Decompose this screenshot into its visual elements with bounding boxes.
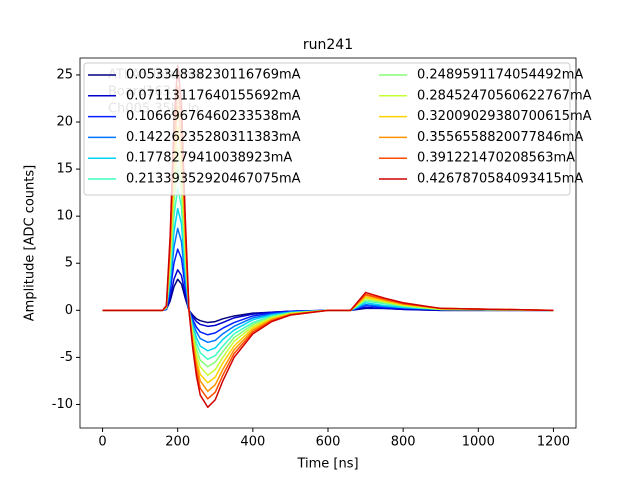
x-tick-label: 1000 — [462, 435, 495, 450]
legend-label: 0.4267870584093415mA — [417, 172, 583, 187]
y-tick-label: -10 — [52, 397, 73, 412]
axes-frame — [79, 57, 577, 429]
y-tick-label: 0 — [65, 303, 73, 318]
y-axis-label: Amplitude [ADC counts] — [23, 165, 38, 321]
legend-label: 0.14226235280311383mA — [126, 130, 301, 145]
legend-label: 0.21339352920467075mA — [126, 172, 301, 187]
legend-box — [83, 62, 571, 196]
legend-label: 0.10669676460233538mA — [126, 109, 301, 124]
chart-title: run241 — [303, 37, 353, 53]
y-tick-label: 15 — [56, 162, 73, 177]
legend-label: 0.05334838230116769mA — [126, 68, 301, 83]
legend-label: 0.32009029380700615mA — [417, 109, 592, 124]
x-tick-label: 800 — [391, 435, 416, 450]
y-tick-label: -5 — [60, 350, 73, 365]
y-tick-label: 20 — [56, 115, 73, 130]
y-tick-label: 10 — [56, 209, 73, 224]
legend-label: 0.28452470560622767mA — [417, 88, 592, 103]
x-tick-label: 1200 — [537, 435, 570, 450]
legend-label: 0.2489591174054492mA — [417, 68, 583, 83]
x-axis-label: Time [ns] — [296, 457, 358, 472]
data-line — [102, 278, 554, 324]
x-tick-label: 0 — [98, 435, 106, 450]
y-tick-label: 5 — [65, 256, 73, 271]
legend-label: 0.391221470208563mA — [417, 151, 575, 166]
data-line — [102, 207, 554, 352]
x-tick-label: 600 — [316, 435, 341, 450]
legend-label: 0.3556558820077846mA — [417, 130, 583, 145]
y-tick-label: 25 — [56, 67, 73, 82]
data-line — [102, 227, 554, 344]
legend-label: 0.07113117640155692mA — [126, 88, 301, 103]
x-tick-label: 400 — [240, 435, 265, 450]
x-tick-label: 200 — [165, 435, 190, 450]
legend-label: 0.1778279410038923mA — [126, 151, 292, 166]
data-line — [102, 269, 554, 328]
